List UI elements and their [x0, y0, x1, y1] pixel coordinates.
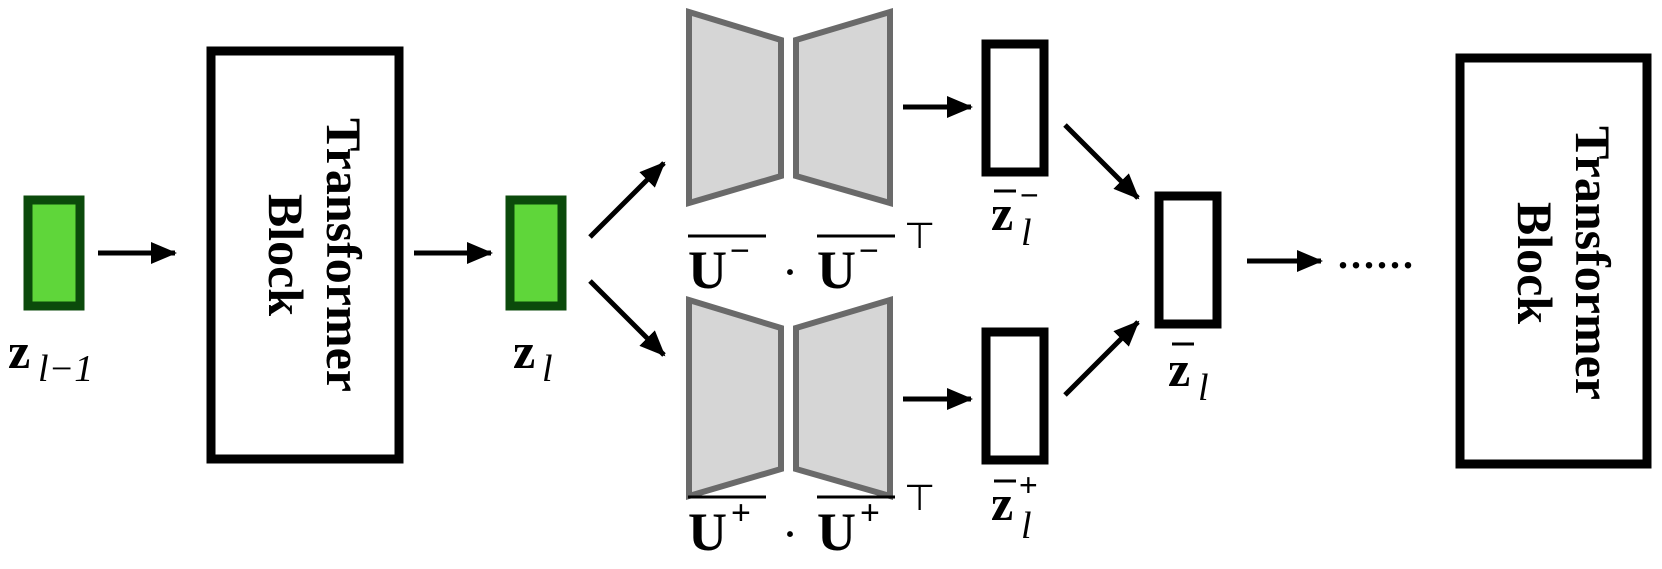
svg-text:⊤: ⊤	[904, 477, 935, 518]
transformer-block-left-label: Transformer Block	[258, 118, 372, 392]
svg-text:l: l	[1021, 212, 1032, 254]
label-zbar-minus: z − l	[991, 177, 1039, 254]
svg-text:+: +	[731, 494, 751, 532]
encoder-trapezoid-plus	[686, 295, 784, 501]
projector-u-minus	[686, 7, 893, 208]
label-u-plus: U + · U + ⊤	[688, 477, 935, 562]
encoder-trapezoid-minus	[686, 7, 784, 208]
label-zbar-plus: z + l	[991, 467, 1038, 547]
label-zbar: z l	[1168, 341, 1209, 409]
transformer-block-right-label: Transformer Block	[1507, 126, 1621, 400]
transformer-block-right	[1455, 53, 1652, 469]
transformer-block-left	[206, 46, 404, 464]
token-z-curr	[505, 195, 567, 311]
projector-u-plus	[686, 295, 893, 501]
svg-text:z: z	[513, 323, 535, 379]
svg-text:−: −	[730, 232, 750, 270]
svg-text:Transformer: Transformer	[316, 118, 372, 392]
svg-text:z: z	[8, 323, 30, 379]
arrow-zl-to-u-minus	[588, 161, 666, 239]
label-z-prev: z l−1	[8, 323, 93, 390]
svg-text:−: −	[1020, 177, 1039, 213]
svg-text:U: U	[817, 502, 856, 562]
svg-text:U: U	[817, 240, 856, 300]
token-zbar-minus	[981, 39, 1049, 177]
svg-text:z: z	[991, 185, 1013, 241]
token-zbar	[1154, 191, 1222, 329]
decoder-trapezoid-minus	[793, 7, 893, 207]
svg-text:l−1: l−1	[38, 348, 93, 390]
svg-text:z: z	[1168, 341, 1190, 397]
svg-text:+: +	[860, 494, 880, 532]
svg-text:l: l	[1021, 505, 1032, 547]
token-z-prev	[23, 195, 85, 311]
svg-text:⊤: ⊤	[904, 215, 935, 256]
label-z-curr: z l	[513, 323, 553, 390]
svg-text:l: l	[542, 348, 553, 390]
decoder-trapezoid-plus	[793, 295, 893, 500]
svg-text:Block: Block	[258, 194, 314, 316]
token-zbar-plus	[981, 327, 1049, 465]
svg-text:l: l	[1198, 367, 1209, 409]
arrow-zbar-minus-to-zbar	[1063, 123, 1140, 200]
svg-text:Block: Block	[1507, 202, 1563, 324]
svg-text:+: +	[1019, 467, 1038, 503]
svg-text:U: U	[688, 240, 727, 300]
svg-text:·: ·	[784, 514, 796, 554]
svg-text:·: ·	[784, 252, 796, 292]
svg-text:U: U	[688, 502, 727, 562]
label-u-minus: U − · U − ⊤	[688, 215, 935, 300]
svg-text:z: z	[991, 475, 1013, 531]
arrow-zl-to-u-plus	[588, 279, 666, 357]
ellipsis: ......	[1338, 232, 1416, 277]
arrow-zbar-plus-to-zbar	[1063, 320, 1140, 397]
svg-text:Transformer: Transformer	[1565, 126, 1621, 400]
svg-text:−: −	[859, 232, 879, 270]
